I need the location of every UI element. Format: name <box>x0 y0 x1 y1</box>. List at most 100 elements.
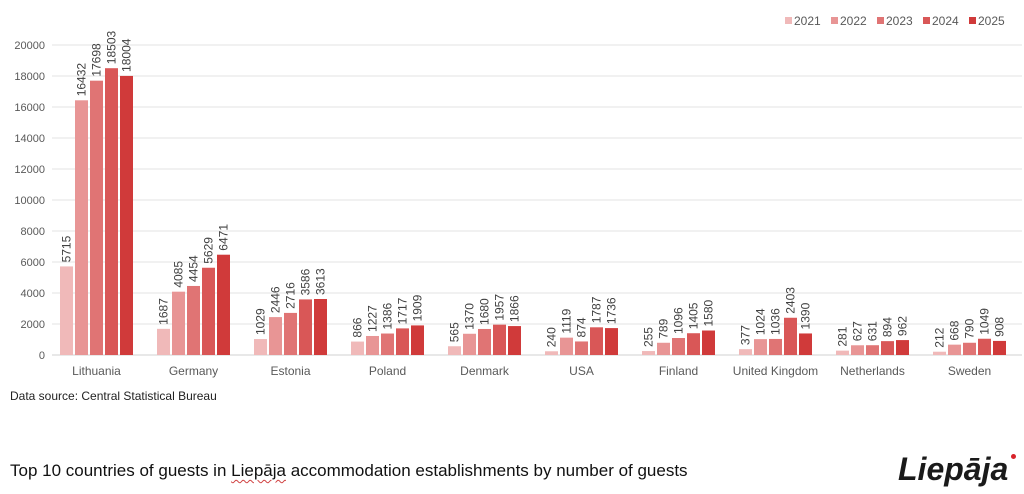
bar-netherlands-2022 <box>851 345 864 355</box>
data-label: 668 <box>948 320 962 340</box>
data-label: 1029 <box>254 308 268 335</box>
bar-poland-2022 <box>366 335 379 355</box>
data-label: 2403 <box>784 287 798 314</box>
bar-germany-2023 <box>187 285 200 355</box>
data-label: 255 <box>642 327 656 347</box>
data-label: 1580 <box>702 299 716 326</box>
bar-estonia-2025 <box>314 298 327 355</box>
footer-title-end: accommodation establishments by number o… <box>285 461 688 480</box>
footer-title-start: Top 10 countries of guests in <box>10 461 232 480</box>
bar-finland-2022 <box>657 342 670 355</box>
data-label: 1687 <box>157 298 171 325</box>
data-label: 1787 <box>590 296 604 323</box>
bar-usa-2024 <box>590 327 603 355</box>
footer-title-city: Liepāja <box>231 461 286 480</box>
x-axis: Lithuania Germany Estonia Poland Denmark USA F… <box>72 364 991 378</box>
footer-title: Top 10 countries of guests in Liepāja ac… <box>10 461 688 481</box>
data-label: 874 <box>575 317 589 337</box>
bar-united-kingdom-2021 <box>739 349 752 355</box>
bar-usa-2022 <box>560 337 573 355</box>
bar-united-kingdom-2025 <box>799 333 812 355</box>
bar-denmark-2021 <box>448 346 461 355</box>
data-label: 6471 <box>217 224 231 251</box>
bar-germany-2022 <box>172 291 185 355</box>
data-label: 377 <box>739 325 753 345</box>
bar-denmark-2023 <box>478 328 491 355</box>
y-tick-label: 20000 <box>14 40 45 52</box>
data-label: 18503 <box>105 31 119 65</box>
bar-denmark-2022 <box>463 333 476 355</box>
x-category-label: USA <box>569 364 594 378</box>
bar-lithuania-2024 <box>105 68 118 356</box>
x-category-label: Germany <box>169 364 218 378</box>
bar-netherlands-2024 <box>881 341 894 355</box>
legend-swatch-2023 <box>877 17 884 24</box>
bar-chart: 0 2000 4000 6000 8000 10000 12000 14000 16000 180… <box>14 14 1022 378</box>
data-label: 212 <box>933 327 947 347</box>
bar-germany-2021 <box>157 328 170 355</box>
legend-label-2023: 2023 <box>886 14 913 28</box>
data-label: 4454 <box>187 255 201 282</box>
data-label: 1390 <box>799 302 813 329</box>
y-tick-label: 10000 <box>14 195 45 207</box>
y-tick-label: 16000 <box>14 102 45 114</box>
data-label: 1049 <box>978 308 992 335</box>
data-label: 1227 <box>366 305 380 332</box>
data-label: 1736 <box>605 297 619 324</box>
data-label: 1096 <box>672 307 686 334</box>
data-label: 17698 <box>90 43 104 77</box>
data-label: 1909 <box>411 294 425 321</box>
bar-estonia-2024 <box>299 299 312 355</box>
bar-denmark-2024 <box>493 324 506 355</box>
data-label: 1024 <box>754 308 768 335</box>
legend-label-2021: 2021 <box>794 14 821 28</box>
bar-estonia-2022 <box>269 317 282 355</box>
bar-finland-2021 <box>642 351 655 355</box>
data-label: 1036 <box>769 308 783 335</box>
bar-lithuania-2022 <box>75 100 88 355</box>
bar-sweden-2021 <box>933 351 946 355</box>
x-category-label: Lithuania <box>72 364 121 378</box>
bar-sweden-2022 <box>948 344 961 355</box>
y-axis: 0 2000 4000 6000 8000 10000 12000 14000 16000 180… <box>14 40 45 362</box>
data-label: 1717 <box>396 297 410 324</box>
data-label: 1386 <box>381 302 395 329</box>
bar-netherlands-2023 <box>866 345 879 355</box>
data-label: 1119 <box>560 308 574 333</box>
bar-sweden-2025 <box>993 340 1006 355</box>
data-label: 5715 <box>60 235 74 262</box>
bar-lithuania-2021 <box>60 266 73 355</box>
x-category-label: Finland <box>659 364 698 378</box>
y-tick-label: 4000 <box>21 288 45 300</box>
data-label: 16432 <box>75 63 89 97</box>
data-label: 627 <box>851 321 865 341</box>
data-label: 3586 <box>299 268 313 295</box>
data-label: 631 <box>866 321 880 341</box>
y-tick-label: 2000 <box>21 319 45 331</box>
bar-poland-2023 <box>381 333 394 355</box>
logo-dot-icon <box>1011 454 1016 459</box>
legend-swatch-2025 <box>969 17 976 24</box>
legend-label-2025: 2025 <box>978 14 1005 28</box>
bar-netherlands-2021 <box>836 350 849 355</box>
data-label: 908 <box>993 317 1007 337</box>
data-label: 3613 <box>314 268 328 295</box>
liepaja-logo: Liepāja <box>898 451 1009 487</box>
data-label: 1405 <box>687 302 701 329</box>
data-label: 281 <box>836 326 850 346</box>
bar-usa-2021 <box>545 351 558 355</box>
legend: 2021 2022 2023 2024 2025 <box>785 14 1005 28</box>
data-label: 962 <box>896 316 910 336</box>
bar-poland-2025 <box>411 325 424 355</box>
y-tick-label: 8000 <box>21 226 45 238</box>
y-tick-label: 6000 <box>21 257 45 269</box>
legend-swatch-2024 <box>923 17 930 24</box>
bar-finland-2023 <box>672 338 685 355</box>
bar-lithuania-2023 <box>90 80 103 355</box>
y-tick-label: 0 <box>39 350 45 362</box>
data-label: 18004 <box>120 38 134 72</box>
data-label: 240 <box>545 327 559 347</box>
bar-germany-2025 <box>217 254 230 355</box>
data-label: 4085 <box>172 261 186 288</box>
